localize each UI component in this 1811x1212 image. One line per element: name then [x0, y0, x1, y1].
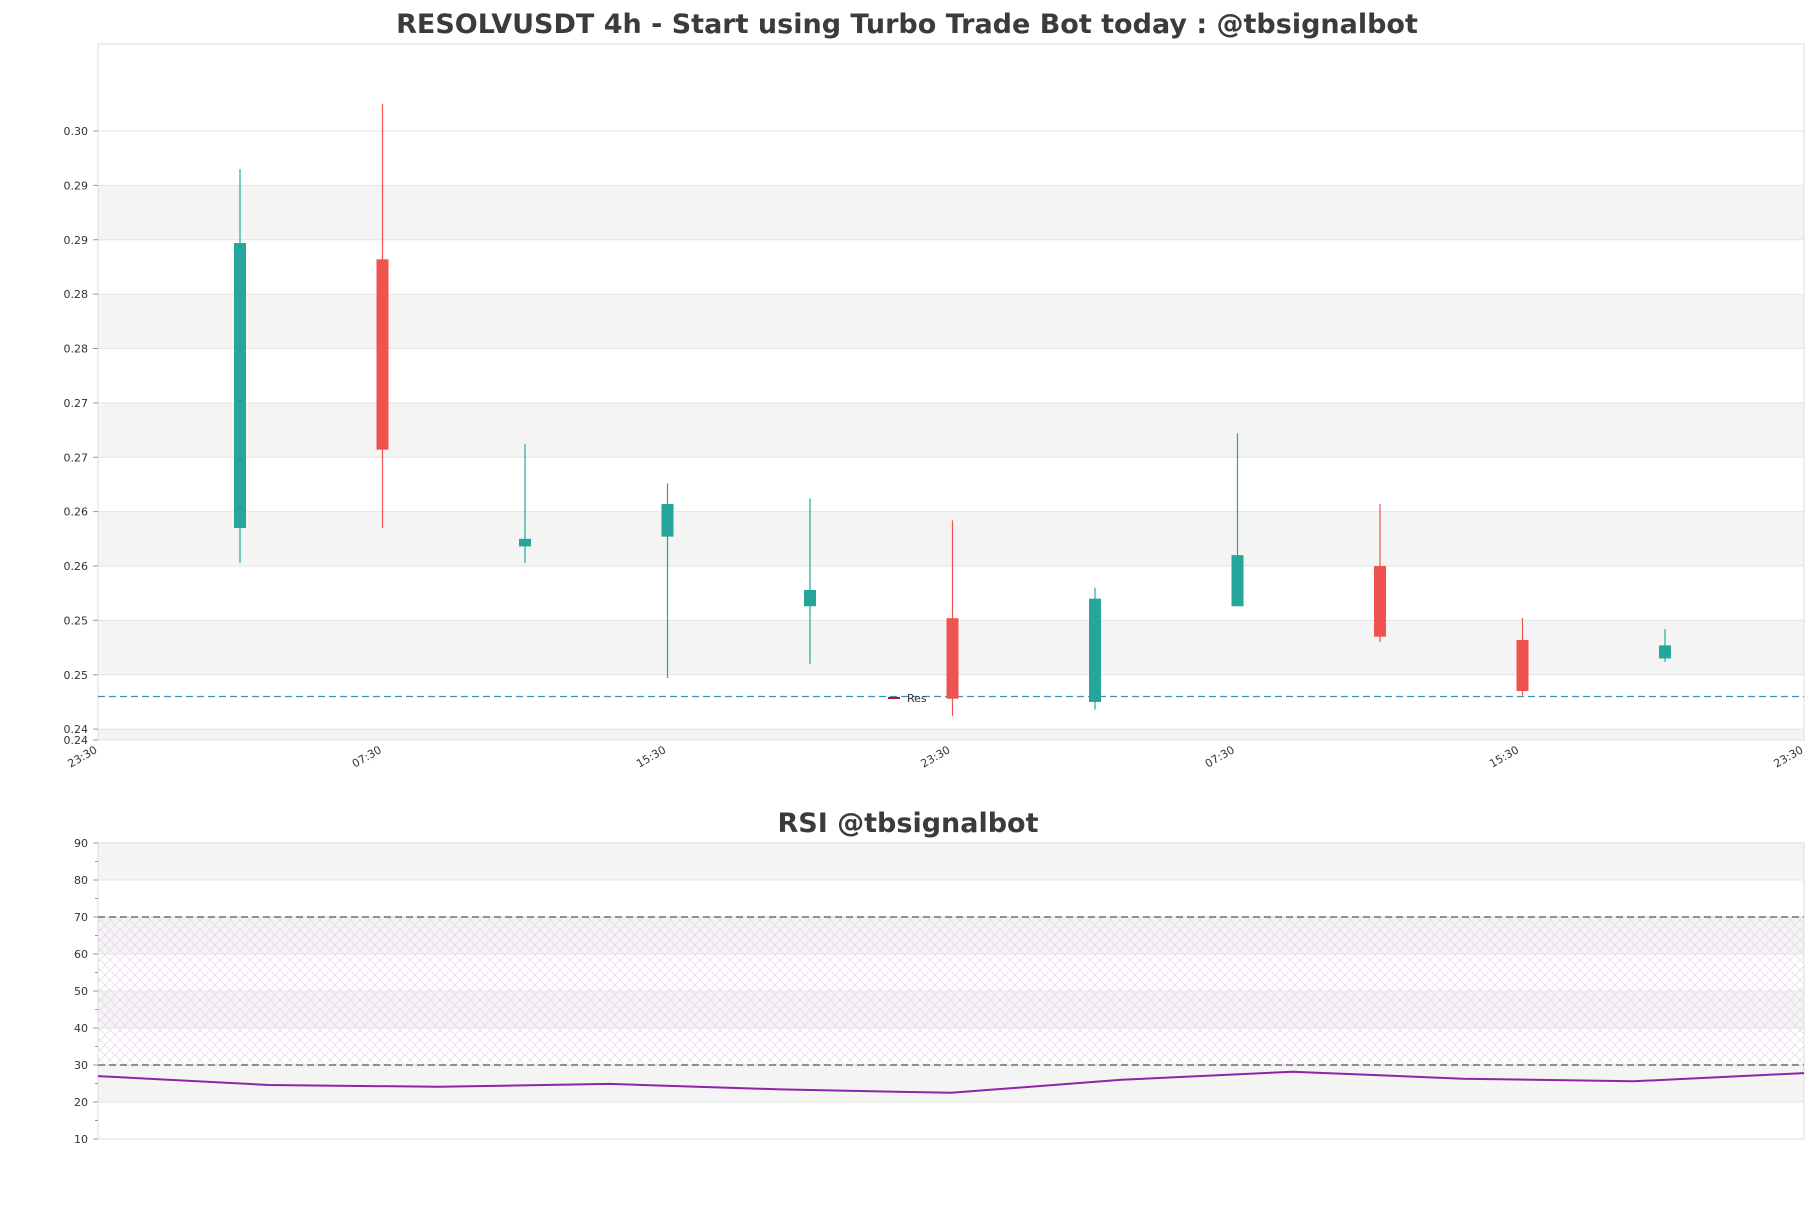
rsi-y-tick-label: 50	[74, 985, 88, 998]
rsi-chart-title: RSI @tbsignalbot	[777, 808, 1038, 839]
price-y-tick-label: 0.27	[64, 451, 89, 464]
price-y-tick-label: 0.28	[64, 288, 89, 301]
rsi-band	[98, 843, 1804, 880]
rsi-y-tick-label: 10	[74, 1133, 88, 1146]
price-x-tick-label: 15:30	[1487, 743, 1521, 770]
price-x-tick-label: 23:30	[1772, 743, 1806, 770]
rsi-y-ticks: 10 20 30 40 50 60 70 80 90	[74, 837, 98, 1146]
rsi-y-tick-label: 20	[74, 1096, 88, 1109]
candle-body	[519, 538, 531, 547]
price-y-tick-label: 0.25	[64, 614, 89, 627]
candle-body	[1516, 639, 1529, 692]
legend-res-label: Res	[907, 692, 927, 705]
price-y-tick-label: 0.26	[64, 506, 89, 519]
candle-body	[376, 259, 389, 450]
price-band	[98, 294, 1804, 349]
rsi-y-tick-label: 30	[74, 1059, 88, 1072]
price-x-tick-label: 23:30	[919, 743, 953, 770]
candle-body	[234, 243, 246, 528]
rsi-level-lines	[98, 916, 1804, 1066]
rsi-y-tick-label: 70	[74, 911, 88, 924]
rsi-band	[98, 1065, 1804, 1102]
candle-body	[1231, 555, 1244, 607]
rsi-y-tick-label: 60	[74, 948, 88, 961]
rsi-y-tick-label: 90	[74, 837, 88, 850]
price-y-tick-label: 0.24	[64, 734, 89, 747]
price-x-tick-label: 07:30	[350, 743, 384, 770]
price-y-tick-label: 0.28	[64, 343, 89, 356]
price-chart-title: RESOLVUSDT 4h - Start using Turbo Trade …	[396, 9, 1418, 40]
price-x-tick-label: 23:30	[66, 743, 100, 770]
price-band	[98, 729, 1804, 740]
rsi-bands	[98, 842, 1804, 1140]
price-y-tick-label: 0.25	[64, 669, 89, 682]
price-band	[98, 402, 1804, 458]
price-y-tick-label: 0.30	[64, 125, 89, 138]
price-y-tick-label: 0.26	[64, 560, 89, 573]
rsi-line	[97, 1070, 1805, 1094]
price-band	[98, 511, 1804, 566]
rsi-y-tick-label: 40	[74, 1022, 88, 1035]
candle-body	[1089, 598, 1101, 702]
candle-body	[661, 504, 674, 537]
candle-body	[946, 618, 959, 699]
candle-body	[1374, 566, 1386, 637]
candle-body	[1659, 645, 1671, 659]
legend: Res	[888, 692, 927, 705]
price-y-tick-label: 0.29	[64, 234, 89, 247]
price-x-ticks: 23:30 07:30 15:30 23:30 07:30 15:30 23:30	[66, 743, 1806, 770]
price-band	[98, 185, 1804, 240]
rsi-y-tick-label: 80	[74, 874, 88, 887]
price-plot-frame	[97, 43, 1805, 741]
candle-body	[804, 589, 816, 607]
price-y-tick-label: 0.27	[64, 397, 89, 410]
price-y-tick-label: 0.24	[64, 723, 89, 736]
candles-layer	[234, 103, 1671, 717]
price-x-tick-label: 07:30	[1203, 743, 1237, 770]
price-y-tick-label: 0.29	[64, 179, 89, 192]
price-y-ticks: 0.240.24 0.25 0.25 0.26 0.26 0.27 0.27 0.28 0.28…	[64, 125, 98, 747]
price-x-tick-label: 15:30	[634, 743, 668, 770]
